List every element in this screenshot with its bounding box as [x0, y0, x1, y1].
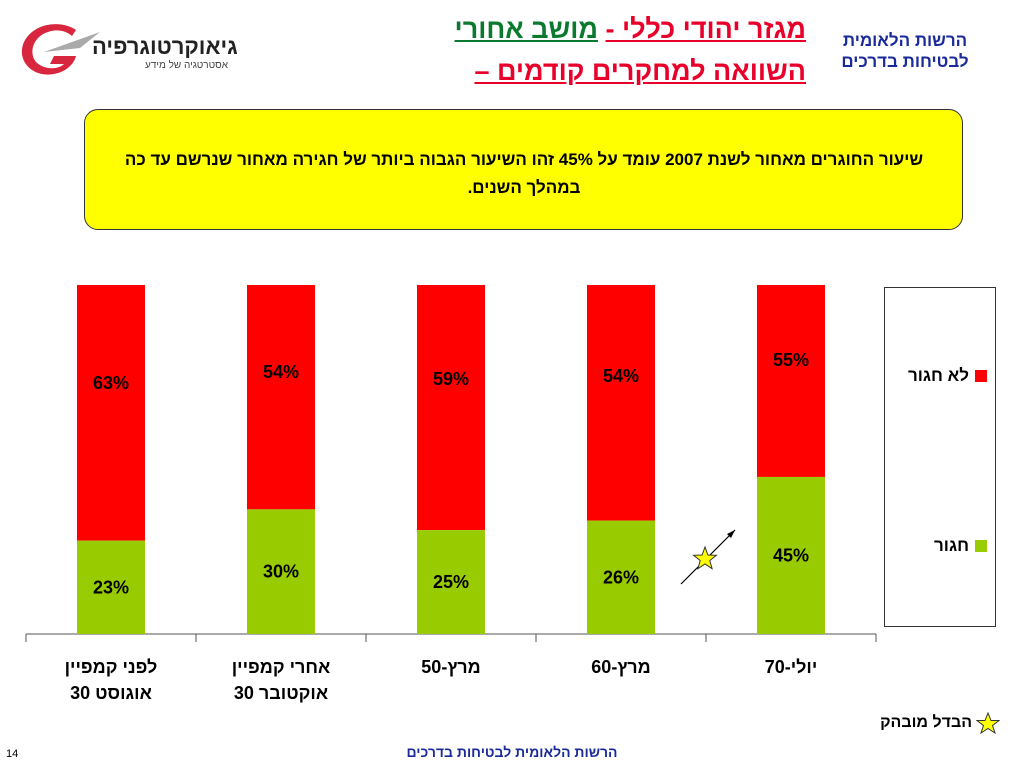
stacked-bar-chart: 63% 23% 54% 30% 59% 25% 54% 26% 55% 45%: [25, 285, 877, 642]
footer-org: הרשות הלאומית לבטיחות בדרכים: [406, 744, 618, 760]
data-label-not-belted: 54%: [263, 362, 299, 382]
data-label-not-belted: 55%: [773, 350, 809, 370]
data-label-belted: 45%: [773, 545, 809, 565]
logo: [14, 18, 244, 80]
bar-belted: [417, 530, 485, 634]
legend-item-not-belted: לא חגור: [908, 366, 987, 386]
x-tick-label: מרץ-50: [371, 654, 531, 680]
data-label-belted: 23%: [93, 577, 129, 597]
legend-label-not-belted: לא חגור: [907, 366, 969, 385]
data-label-not-belted: 54%: [603, 366, 639, 386]
x-tick-label: מרץ-60: [541, 654, 701, 680]
x-tick-label: לפני קמפיין אוגוסט 30: [31, 654, 191, 706]
data-label-not-belted: 63%: [93, 373, 129, 393]
org-name-header: הרשות הלאומית לבטיחות בדרכים: [810, 30, 1000, 72]
significance-note: הבדל מובהק: [860, 712, 1000, 734]
x-tick-label-line: יולי-70: [764, 657, 818, 677]
data-label-belted: 25%: [433, 572, 469, 592]
legend-swatch-red: [975, 370, 987, 382]
x-tick-label: יולי-70: [711, 654, 871, 680]
logo-mark-icon: [21, 24, 100, 75]
legend-swatch-green: [975, 540, 987, 552]
page-title: מגזר יהודי כללי - מושב אחורי השוואה למחק…: [300, 8, 806, 92]
x-tick-label-line: לפני קמפיין: [64, 657, 158, 677]
callout-text: שיעור החוגרים מאחור לשנת 2007 עומד על 45…: [124, 150, 924, 197]
logo-text: גיאוקרטוגרפיה: [92, 34, 238, 59]
star-icon: [976, 712, 1000, 734]
bar-not-belted: [587, 285, 655, 521]
title-part1: מגזר יהודי כללי -: [605, 14, 806, 44]
bar-not-belted: [247, 285, 315, 510]
bar-not-belted: [757, 285, 825, 477]
x-tick-label-line: מרץ-60: [591, 657, 651, 677]
bar-belted: [77, 540, 145, 634]
x-tick-label-line: אוגוסט 30: [70, 683, 152, 703]
title-part2: מושב אחורי: [454, 14, 598, 44]
legend-item-belted: חגור: [934, 536, 987, 556]
org-line2: לבטיחות בדרכים: [841, 52, 969, 71]
legend-label-belted: חגור: [934, 536, 969, 555]
significance-note-text: הבדל מובהק: [880, 714, 972, 731]
x-tick-label-line: אחרי קמפיין: [231, 657, 331, 677]
data-label-belted: 26%: [603, 567, 639, 587]
page-number: 14: [6, 748, 19, 760]
legend: לא חגור חגור: [884, 287, 996, 627]
bar-belted: [247, 509, 315, 634]
logo-tagline: אסטרטגיה של מידע: [145, 60, 228, 71]
title-line2: השוואה למחקרים קודמים –: [474, 56, 806, 86]
data-label-not-belted: 59%: [433, 369, 469, 389]
callout-box: [84, 109, 963, 230]
bar-not-belted: [77, 285, 145, 541]
highlight-star-icon: [692, 545, 718, 570]
bar-belted: [587, 520, 655, 634]
bar-belted: [757, 476, 825, 634]
x-tick-label: אחרי קמפיין אוקטובר 30: [201, 654, 361, 706]
x-tick-label-line: מרץ-50: [421, 657, 481, 677]
org-line1: הרשות הלאומית: [842, 31, 968, 50]
data-label-belted: 30%: [263, 562, 299, 582]
highlight-arrow-head: [727, 530, 735, 538]
bar-not-belted: [417, 285, 485, 531]
x-tick-label-line: אוקטובר 30: [233, 683, 329, 703]
